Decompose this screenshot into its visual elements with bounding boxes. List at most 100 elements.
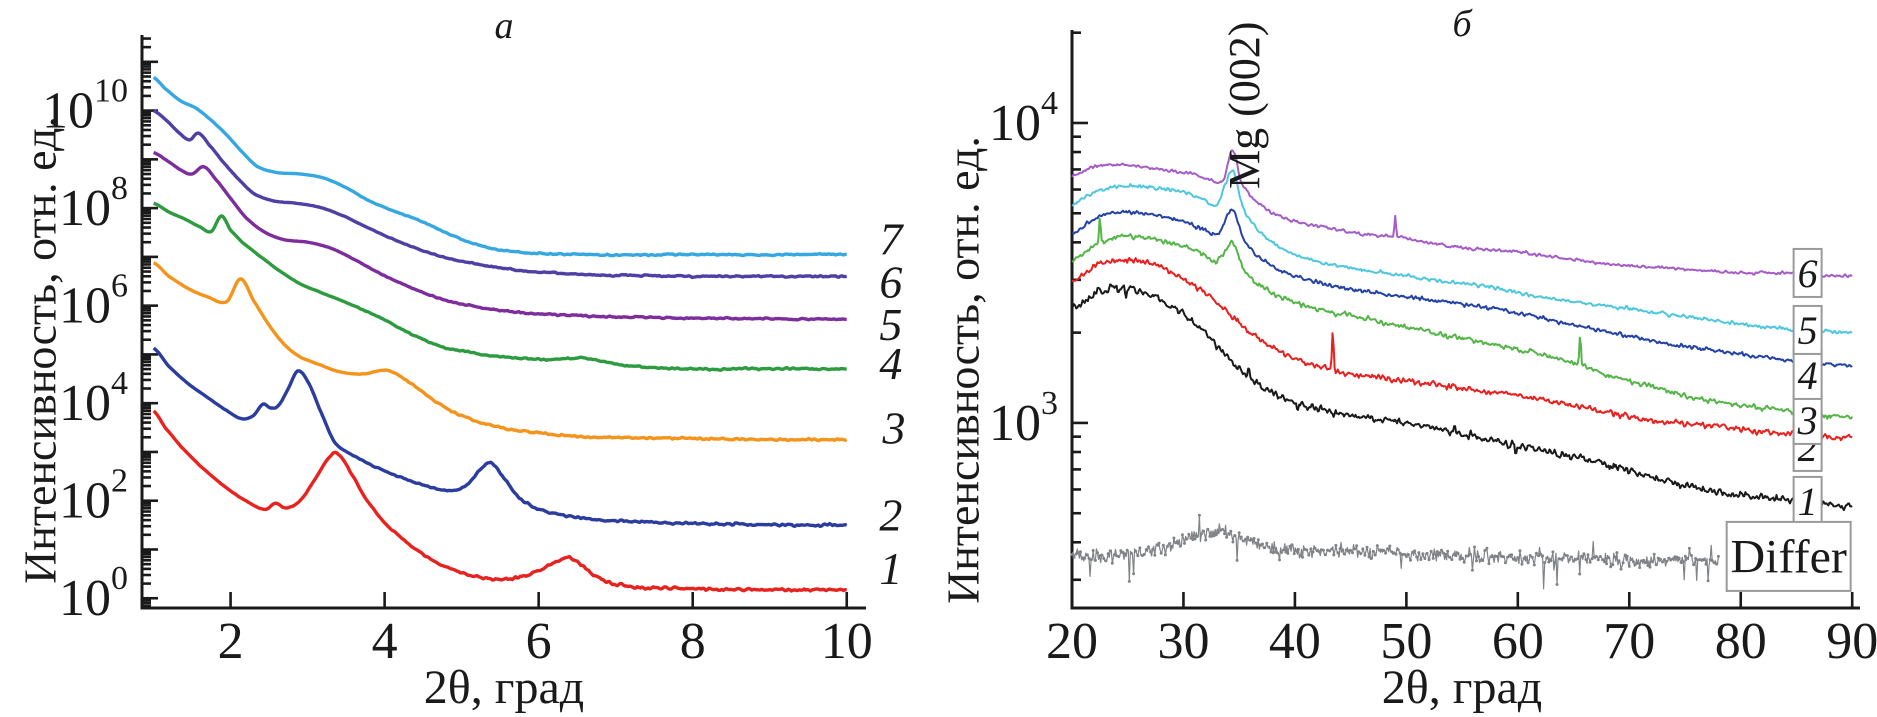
panel-b-curve-6: [1071, 149, 1853, 279]
panel-b-differ-curve-dot: [1534, 551, 1538, 555]
panel-a-y-tick-label: 1010: [42, 73, 128, 140]
panel-b-differ-curve-dot: [1661, 560, 1664, 564]
panel-b-differ-curve-dot: [1621, 561, 1625, 565]
panel-b-differ-curve-dot: [1229, 529, 1233, 533]
panel-b-differ-curve-dot: [1233, 534, 1237, 538]
panel-b-differ-curve-dot: [1528, 554, 1532, 557]
panel-b-differ-curve-dot: [1227, 532, 1231, 536]
panel-b-differ-curve-dot: [1070, 553, 1074, 556]
panel-b-differ-curve-dot: [1363, 553, 1367, 557]
panel-b-differ-curve-dot: [1625, 554, 1629, 558]
panel-b-differ-label: Differ: [1730, 530, 1846, 583]
panel-b-differ-curve-dot: [1083, 556, 1087, 560]
panel-b-differ-curve-dot: [1429, 549, 1433, 553]
panel-b-differ-curve-dot: [1702, 558, 1706, 562]
panel-b-differ-curve-dot: [1609, 565, 1613, 569]
panel-b-differ-curve-dot: [1159, 551, 1163, 555]
panel-b-differ-curve-dot: [1567, 558, 1571, 562]
panel-b-differ-curve-dot: [1237, 531, 1241, 535]
panel-b-differ-curve-dot: [1359, 552, 1363, 556]
panel-a-series-label-5: 5: [879, 299, 902, 350]
panel-b-differ-curve-dot: [1216, 531, 1220, 535]
panel-b-differ-curve-dot: [1413, 549, 1417, 553]
panel-a-y-tick-label: 102: [59, 463, 128, 530]
panel-b-differ-curve-dot: [1294, 549, 1298, 553]
panel-b-differ-curve-dot: [1263, 546, 1267, 550]
panel-b-differ-curve-dot: [1520, 562, 1524, 566]
panel-b-differ-curve-dot: [1334, 543, 1338, 547]
panel-a-curve-3: [152, 261, 848, 443]
panel-b-annotation-mg-002: Mg (002): [1220, 22, 1269, 189]
panel-b-differ-curve-dot: [1629, 558, 1633, 561]
panel-b-differ-curve-dot: [1530, 555, 1534, 559]
panel-b-differ-curve-dot: [1580, 554, 1584, 558]
panel-b-differ-curve-dot: [1089, 558, 1093, 562]
panel-b-differ-curve-dot: [1108, 549, 1112, 553]
panel-b-differ-curve-dot: [1155, 543, 1159, 547]
panel-b-differ-curve-dot: [1409, 558, 1412, 562]
panel-a-curve-7: [152, 75, 847, 258]
panel-b-differ-curve-dot: [1102, 557, 1106, 560]
panel-b-differ-curve-dot: [1187, 532, 1191, 536]
panel-b-differ-curve-dot: [1151, 547, 1155, 551]
panel-b-differ-curve-dot: [1475, 559, 1478, 563]
panel-b-differ-curve-dot: [1221, 527, 1224, 531]
panel-b-curve-3: [1071, 217, 1854, 420]
panel-a-series-label-7: 7: [879, 213, 904, 264]
panel-b-differ-curve-dot: [1338, 547, 1342, 551]
panel-b-curve-5: [1071, 169, 1853, 335]
panel-b-y-tick-label: 103: [989, 385, 1058, 452]
panel-b-label-box-1: [1792, 475, 1823, 526]
panel-b-differ-curve-dot: [1085, 553, 1089, 557]
panel-b-differ-curve-dot: [1541, 554, 1545, 558]
panel-b-differ-curve-dot: [1178, 544, 1182, 548]
panel-b-differ-curve-dot: [1549, 559, 1553, 563]
panel-a-curve-4: [153, 201, 847, 372]
panel-a-curve-1: [152, 409, 847, 593]
panel-b-differ-curve-dot: [1652, 552, 1656, 556]
panel-b-yaxis-label: Интенсивность, отн. ед.: [937, 136, 989, 604]
panel-b-differ-curve-dot: [1172, 536, 1176, 540]
panel-b-differ-curve-dot: [1286, 551, 1290, 555]
panel-a-curve-5: [152, 150, 847, 322]
panel-b-differ-curve-dot: [1307, 553, 1311, 557]
panel-b-differ-curve-dot: [1433, 552, 1437, 556]
panel-b-differ-curve-dot: [1290, 543, 1294, 547]
panel-b-differ-curve-dot: [1603, 560, 1606, 564]
panel-b-differ-curve-dot: [1355, 544, 1359, 548]
panel-b-differ-curve-dot: [1417, 551, 1421, 555]
panel-b-differ-curve-dot: [1313, 546, 1317, 550]
panel-b-differ-curve-dot: [1448, 555, 1452, 559]
panel-b-differ-curve-dot: [1594, 555, 1598, 558]
panel-b-differ-curve-dot: [1576, 557, 1580, 561]
panel-b-differ-curve-dot: [1642, 558, 1646, 562]
panel-b-differ-curve-dot: [1503, 561, 1507, 565]
panel-b-differ-curve-dot: [1117, 555, 1121, 559]
panel-b-differ-curve-dot: [1100, 553, 1104, 557]
panel-b-title: б: [1452, 3, 1472, 45]
panel-b-differ-curve: [1071, 514, 1719, 590]
panel-b-differ-curve-dot: [1681, 560, 1685, 564]
panel-a-series-label-2: 2: [879, 489, 902, 540]
panel-b-differ-curve-dot: [1716, 554, 1720, 558]
panel-b-y-tick-label: 104: [989, 85, 1058, 152]
panel-b-differ-curve-dot: [1468, 552, 1472, 556]
panel-b-differ-curve-dot: [1425, 551, 1429, 555]
panel-b-differ-curve-dot: [1483, 549, 1487, 552]
panel-a-y-tick-label: 100: [59, 560, 128, 627]
panel-b-differ-curve-dot: [1617, 559, 1621, 563]
panel-b-label-box-3: [1792, 394, 1823, 445]
panel-b-differ-curve-dot: [1524, 558, 1528, 562]
panel-b-differ-curve-dot: [1570, 555, 1573, 559]
panel-b-differ-curve-dot: [1394, 552, 1398, 556]
panel-b-differ-curve-dot: [1072, 555, 1076, 559]
panel-a-y-tick-label: 104: [59, 365, 128, 432]
panel-b-differ-curve-dot: [1225, 535, 1229, 539]
panel-a-series-label-4: 4: [879, 338, 902, 389]
panel-b-differ-curve-dot: [1582, 552, 1586, 556]
panel-b-differ-curve-dot: [1254, 541, 1258, 545]
panel-b-differ-curve-dot: [1340, 549, 1344, 553]
panel-b-differ-curve-dot: [1631, 560, 1635, 564]
panel-b-differ-curve-dot: [1565, 554, 1569, 558]
